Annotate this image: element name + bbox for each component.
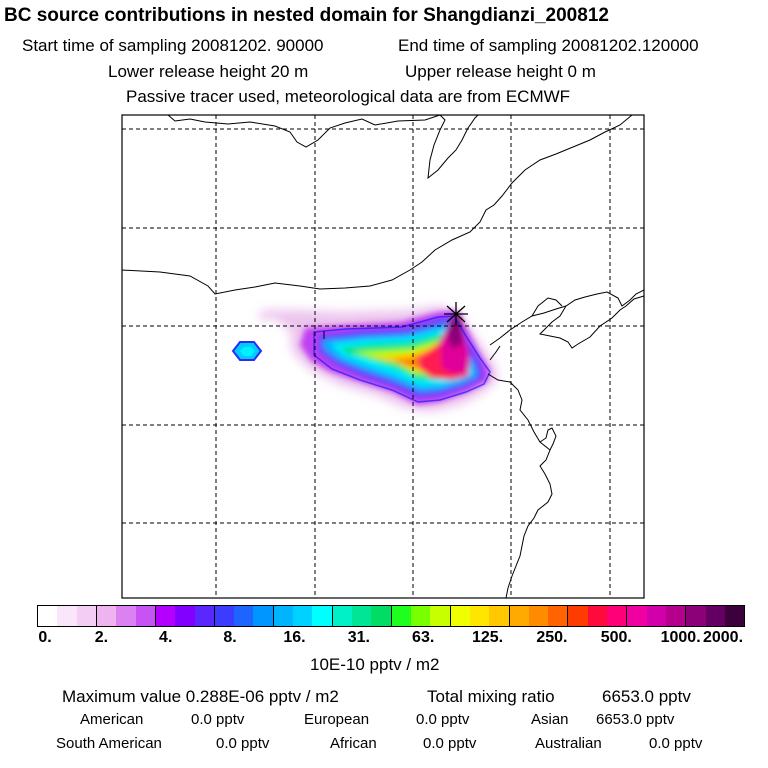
colorbar-tick-label: 4. xyxy=(159,629,173,646)
colorbar-segment xyxy=(312,606,333,626)
tracer-info-label: Passive tracer used, meteorological data… xyxy=(126,87,571,106)
colorbar xyxy=(37,605,745,627)
sampling-start-label: Start time of sampling 20081202. 90000 xyxy=(22,36,324,55)
colorbar-tick-label: 2000. xyxy=(702,629,744,646)
region-australian-name: Australian xyxy=(535,735,602,752)
colorbar-segment xyxy=(666,606,687,626)
plume-concentration-field xyxy=(231,305,498,412)
colorbar-segment xyxy=(391,606,411,626)
colorbar-segment xyxy=(293,606,313,626)
colorbar-unit: 10E-10 pptv / m2 xyxy=(310,655,440,674)
colorbar-segment xyxy=(646,606,666,626)
region-south-american-value: 0.0 pptv xyxy=(216,735,270,752)
colorbar-segment xyxy=(57,606,77,626)
colorbar-segment xyxy=(135,606,156,626)
colorbar-tick-label: 0. xyxy=(38,629,52,646)
map-gridlines xyxy=(122,115,644,598)
colorbar-segment xyxy=(273,606,294,626)
region-american-name: American xyxy=(80,711,144,728)
total-mixing-ratio-value: 6653.0 pptv xyxy=(602,687,691,706)
colorbar-segment xyxy=(724,606,745,626)
colorbar-segment xyxy=(214,606,235,626)
colorbar-segment xyxy=(430,606,451,626)
colorbar-segment xyxy=(96,606,117,626)
colorbar-tick-label: 500. xyxy=(600,629,632,646)
map-coastlines xyxy=(122,115,644,598)
region-asian-value: 6653.0 pptv xyxy=(596,711,675,728)
region-asian-name: Asian xyxy=(531,711,569,728)
colorbar-segment xyxy=(686,606,706,626)
colorbar-tick-label: 16. xyxy=(283,629,306,646)
colorbar-segment xyxy=(450,606,470,626)
colorbar-segment xyxy=(548,606,569,626)
colorbar-tick-label: 63. xyxy=(412,629,435,646)
colorbar-tick-label: 250. xyxy=(536,629,568,646)
colorbar-segment xyxy=(38,606,58,626)
colorbar-segment xyxy=(587,606,608,626)
colorbar-segment xyxy=(332,606,352,626)
colorbar-tick-label: 31. xyxy=(347,629,370,646)
region-american-value: 0.0 pptv xyxy=(191,711,245,728)
colorbar-segment xyxy=(76,606,97,626)
colorbar-segment xyxy=(705,606,725,626)
colorbar-segment xyxy=(627,606,647,626)
maximum-value-label: Maximum value 0.288E-06 pptv / m2 xyxy=(62,687,339,706)
colorbar-tick-label: 2. xyxy=(94,629,109,646)
region-south-american-name: South American xyxy=(56,735,162,752)
colorbar-tick-label: 8. xyxy=(223,629,237,646)
colorbar-segment xyxy=(253,606,274,626)
upper-release-height-label: Upper release height 0 m xyxy=(405,62,596,81)
colorbar-segment xyxy=(528,606,549,626)
colorbar-segment xyxy=(607,606,628,626)
map-panel xyxy=(121,114,645,599)
sampling-end-label: End time of sampling 20081202.120000 xyxy=(398,36,699,55)
total-mixing-ratio-label: Total mixing ratio xyxy=(427,687,555,706)
region-african-value: 0.0 pptv xyxy=(423,735,477,752)
colorbar-segment xyxy=(155,606,176,626)
colorbar-segment xyxy=(234,606,254,626)
colorbar-segment xyxy=(489,606,510,626)
colorbar-segment xyxy=(116,606,136,626)
star-marker-icon xyxy=(444,302,468,326)
map-frame xyxy=(121,114,645,599)
colorbar-tick-label: 125. xyxy=(471,629,504,646)
colorbar-segment xyxy=(175,606,195,626)
region-australian-value: 0.0 pptv xyxy=(649,735,703,752)
region-european-name: European xyxy=(304,711,370,728)
colorbar-segment xyxy=(509,606,529,626)
colorbar-tick-label: 1000. xyxy=(660,629,701,646)
colorbar-segment xyxy=(371,606,392,626)
colorbar-segment xyxy=(568,606,588,626)
colorbar-segment xyxy=(469,606,490,626)
colorbar-segment xyxy=(194,606,215,626)
region-african-name: African xyxy=(330,735,377,752)
lower-release-height-label: Lower release height 20 m xyxy=(108,62,309,81)
region-european-value: 0.0 pptv xyxy=(416,711,470,728)
colorbar-segment xyxy=(352,606,372,626)
map-title: BC source contributions in nested domain… xyxy=(4,5,609,26)
colorbar-segment xyxy=(410,606,431,626)
